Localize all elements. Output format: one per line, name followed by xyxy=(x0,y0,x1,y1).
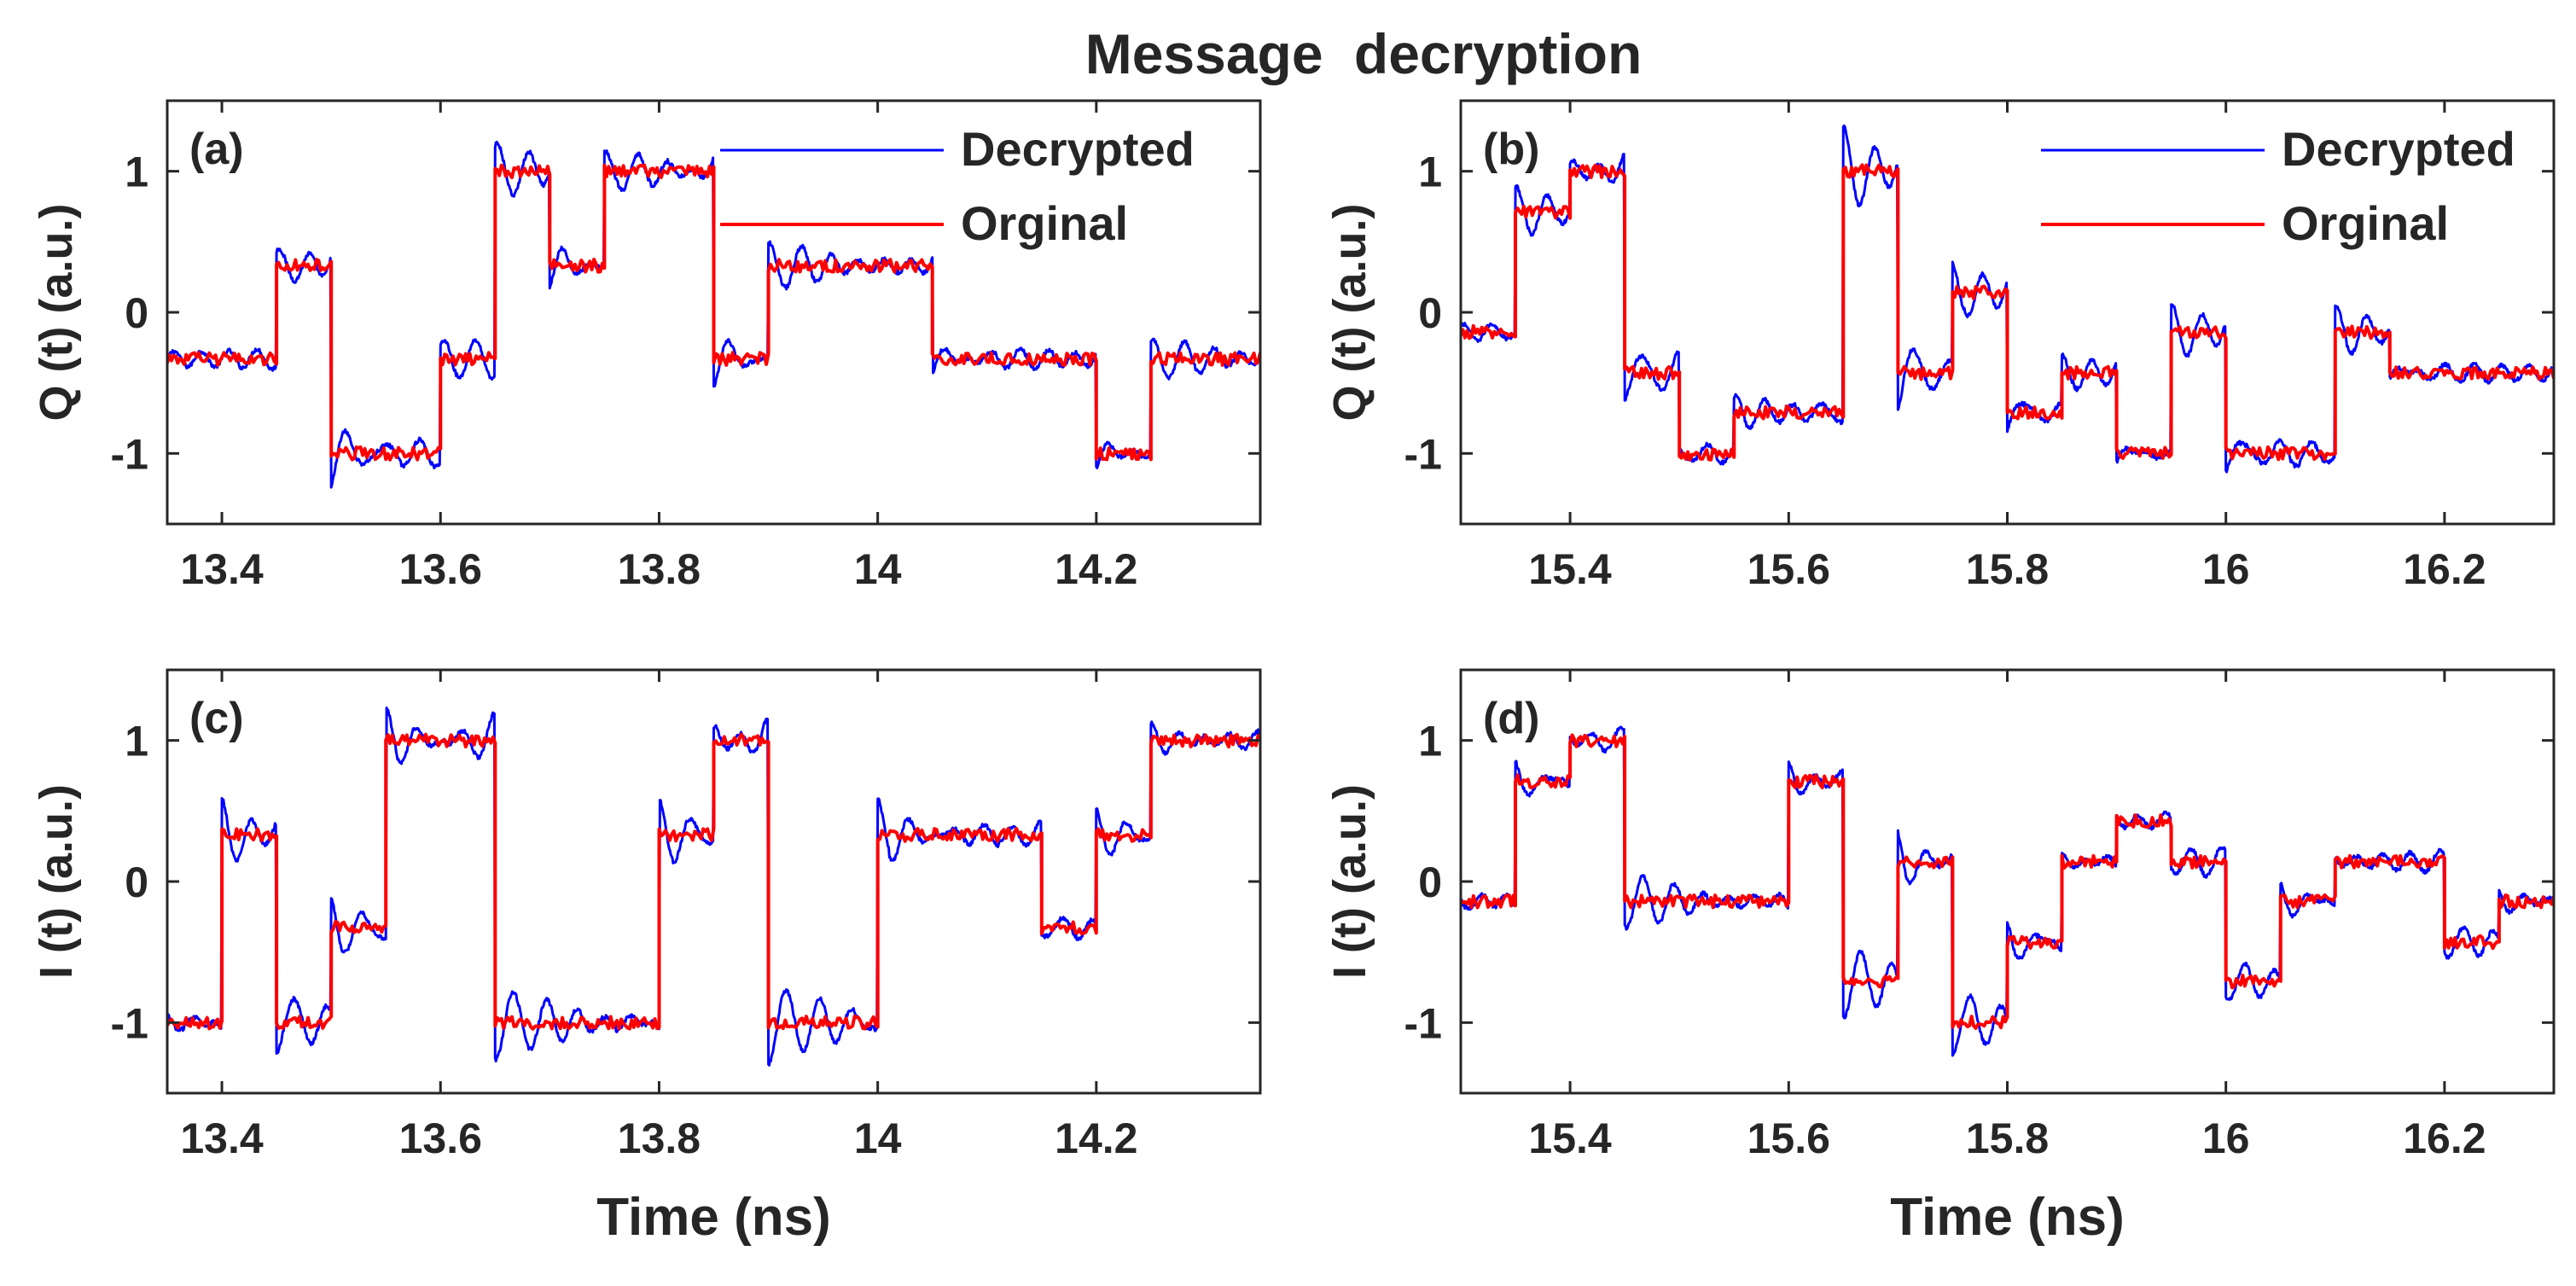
y-tick-label: 0 xyxy=(1418,858,1442,906)
x-tick-label: 13.8 xyxy=(618,545,701,593)
series-original-line xyxy=(1461,733,2554,1030)
figure-title: Message decryption xyxy=(1085,22,1643,85)
x-tick-label: 13.6 xyxy=(399,1114,482,1162)
panel-b: 15.4 15.6 15.8 16 16.2 1 0 -1 Q (t) (a.u.) (b) Dec… xyxy=(1324,99,2556,593)
x-tick-label: 13.4 xyxy=(180,1114,264,1162)
y-tick-label: 0 xyxy=(125,289,148,337)
x-tick-label: 15.8 xyxy=(1966,1114,2049,1162)
series-decrypted-line xyxy=(1461,725,2554,1057)
x-tick-label: 14.2 xyxy=(1055,545,1137,593)
y-axis-label: I (t) (a.u.) xyxy=(31,784,82,979)
x-axis-label: Time (ns) xyxy=(596,1188,830,1247)
y-tick-label: 0 xyxy=(1418,289,1442,337)
x-tick-label: 13.6 xyxy=(399,545,482,593)
x-tick-label: 15.6 xyxy=(1747,545,1830,593)
y-tick-label: 1 xyxy=(125,718,148,765)
x-tick-label: 14.2 xyxy=(1055,1114,1137,1162)
y-tick-label: -1 xyxy=(111,999,148,1047)
x-tick-label: 14 xyxy=(854,1114,902,1162)
legend-label-decrypted: Decrypted xyxy=(961,122,1195,176)
panel-label: (c) xyxy=(189,694,244,743)
y-tick-label: 1 xyxy=(1418,718,1442,765)
y-tick-label: 1 xyxy=(125,148,148,196)
series-decrypted-line xyxy=(1461,124,2554,474)
series-decrypted-line xyxy=(167,706,1260,1067)
x-tick-label: 16.2 xyxy=(2403,545,2486,593)
series-decrypted-line xyxy=(167,140,1260,489)
y-axis-label: Q (t) (a.u.) xyxy=(1324,204,1375,422)
x-tick-label: 15.4 xyxy=(1528,545,1612,593)
y-axis-label: Q (t) (a.u.) xyxy=(31,204,82,422)
panel-c: 13.4 13.6 13.8 14 14.2 1 0 -1 I (t) (a.u.) Time (… xyxy=(31,668,1262,1247)
legend-label-original: Orginal xyxy=(2282,196,2449,250)
y-tick-label: -1 xyxy=(111,430,148,478)
legend-label-decrypted: Decrypted xyxy=(2282,122,2515,176)
y-tick-label: 1 xyxy=(1418,148,1442,196)
legend-label-original: Orginal xyxy=(961,196,1128,250)
panel-label: (a) xyxy=(189,125,244,174)
series-original-line xyxy=(167,163,1260,462)
x-tick-label: 14 xyxy=(854,545,902,593)
panel-d: 15.4 15.6 15.8 16 16.2 1 0 -1 I (t) (a.u.) Time (… xyxy=(1324,668,2556,1247)
plot-area xyxy=(1461,670,2554,1093)
series-original-line xyxy=(1461,163,2554,462)
series-original-line xyxy=(167,732,1260,1031)
panel-a: 13.4 13.6 13.8 14 14.2 1 0 -1 Q (t) (a.u.) (a) Dec… xyxy=(31,99,1262,593)
x-tick-label: 15.4 xyxy=(1528,1114,1612,1162)
panel-label: (d) xyxy=(1483,694,1539,743)
x-tick-label: 15.6 xyxy=(1747,1114,1830,1162)
x-axis-label: Time (ns) xyxy=(1890,1188,2124,1247)
x-tick-label: 13.8 xyxy=(618,1114,701,1162)
x-tick-label: 16 xyxy=(2202,545,2250,593)
panel-label: (b) xyxy=(1483,125,1539,174)
y-tick-label: 0 xyxy=(125,858,148,906)
x-tick-label: 13.4 xyxy=(180,545,264,593)
x-tick-label: 16 xyxy=(2202,1114,2250,1162)
y-tick-label: -1 xyxy=(1404,430,1442,478)
x-tick-label: 15.8 xyxy=(1966,545,2049,593)
y-axis-label: I (t) (a.u.) xyxy=(1324,784,1375,979)
x-tick-label: 16.2 xyxy=(2403,1114,2486,1162)
y-tick-label: -1 xyxy=(1404,999,1442,1047)
